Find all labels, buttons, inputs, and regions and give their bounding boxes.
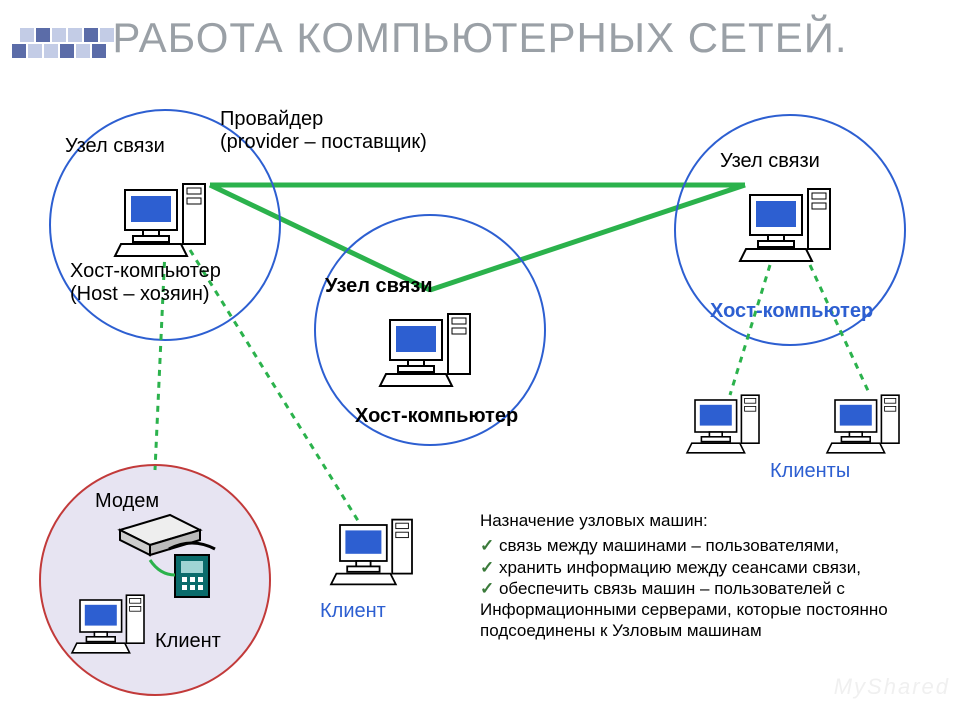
purpose-item: обеспечить связь машин – пользователей с… (480, 578, 910, 642)
client-single-label: Клиент (320, 600, 386, 623)
node-center-label: Узел связи (325, 275, 433, 298)
provider-label: Провайдер (provider – поставщик) (220, 108, 427, 154)
host-left-label: Хост-компьютер (Host – хозяин) (70, 260, 221, 306)
purpose-block: Назначение узловых машин: связь между ма… (480, 510, 910, 642)
node-right-label: Узел связи (720, 150, 820, 173)
client-modem-label: Клиент (155, 630, 221, 653)
host-center-label: Хост-компьютер (355, 405, 518, 428)
node-left-label: Узел связи (65, 135, 165, 158)
modem-label: Модем (95, 490, 159, 513)
host-right-label: Хост-компьютер (710, 300, 873, 323)
clients-label: Клиенты (770, 460, 850, 483)
purpose-item: связь между машинами – пользователями, (480, 535, 910, 556)
purpose-item: хранить информацию между сеансами связи, (480, 557, 910, 578)
